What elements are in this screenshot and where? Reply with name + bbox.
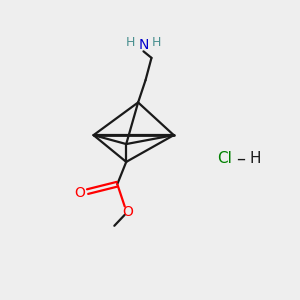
Text: Cl: Cl: [217, 152, 232, 166]
Text: O: O: [122, 206, 133, 219]
Text: O: O: [75, 186, 86, 200]
Text: –: –: [236, 150, 245, 168]
Text: N: N: [138, 38, 148, 52]
Text: H: H: [151, 36, 160, 49]
Text: H: H: [250, 152, 261, 166]
Text: H: H: [126, 36, 135, 49]
